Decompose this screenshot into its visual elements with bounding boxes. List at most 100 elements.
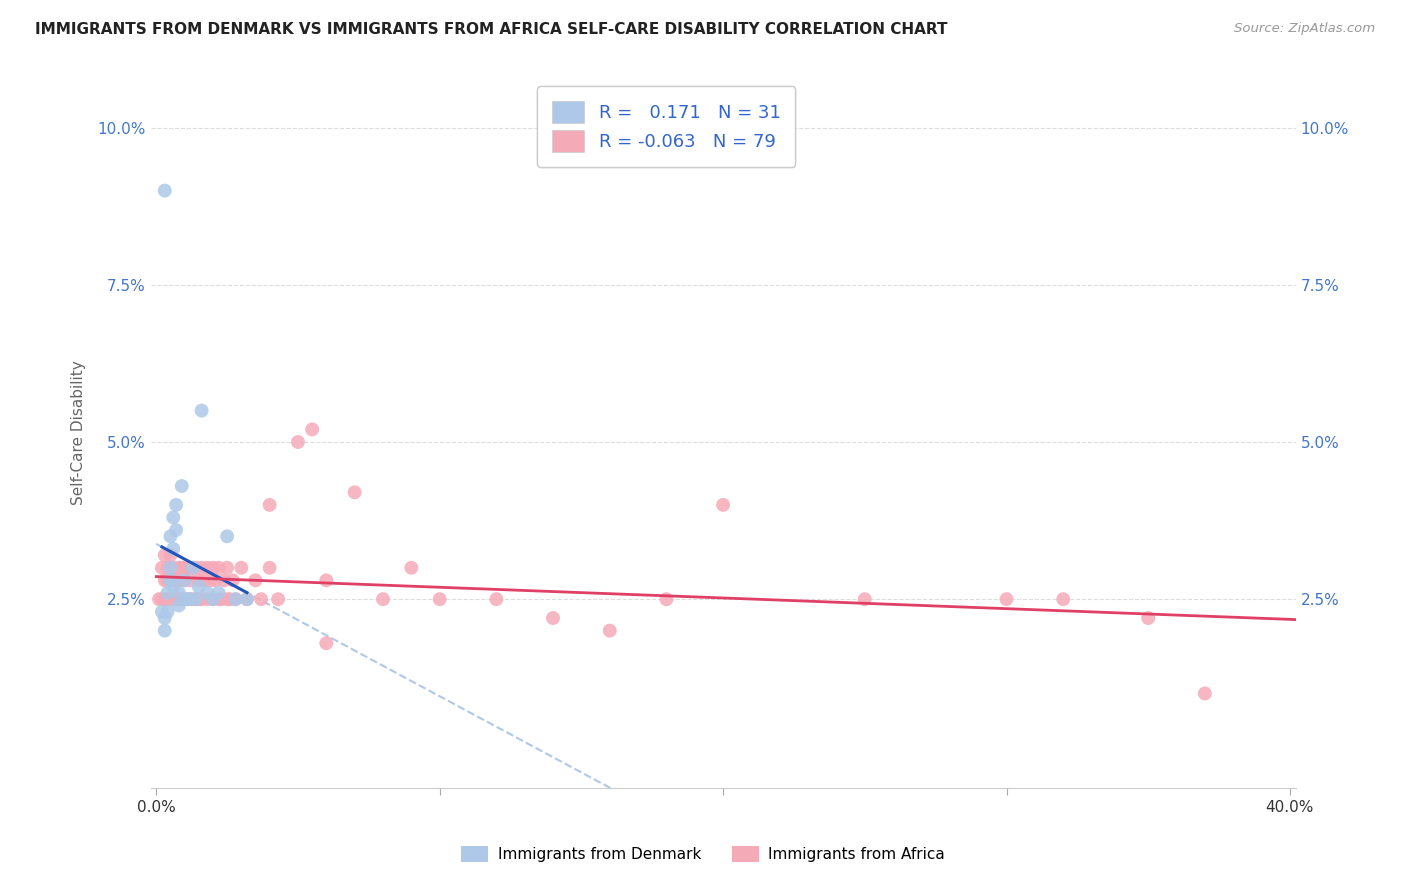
Point <box>401 560 423 574</box>
Point <box>190 592 212 607</box>
Point <box>201 560 224 574</box>
Point <box>250 592 273 607</box>
Point <box>1052 592 1074 607</box>
Point <box>179 592 201 607</box>
Point <box>225 592 247 607</box>
Point <box>217 529 239 543</box>
Point <box>259 560 281 574</box>
Point <box>170 479 193 493</box>
Point <box>198 574 221 588</box>
Text: IMMIGRANTS FROM DENMARK VS IMMIGRANTS FROM AFRICA SELF-CARE DISABILITY CORRELATI: IMMIGRANTS FROM DENMARK VS IMMIGRANTS FR… <box>35 22 948 37</box>
Point <box>165 523 187 537</box>
Point <box>711 498 734 512</box>
Point <box>150 560 173 574</box>
Point <box>315 574 337 588</box>
Point <box>173 592 195 607</box>
Point <box>184 592 207 607</box>
Point <box>162 560 184 574</box>
Point <box>204 574 226 588</box>
Point <box>167 560 190 574</box>
Point <box>207 560 229 574</box>
Point <box>259 498 281 512</box>
Point <box>165 592 187 607</box>
Point <box>315 636 337 650</box>
Point <box>170 592 193 607</box>
Point <box>156 574 179 588</box>
Point <box>162 510 184 524</box>
Point <box>217 592 239 607</box>
Point <box>162 541 184 556</box>
Point <box>201 592 224 607</box>
Point <box>162 592 184 607</box>
Point <box>153 624 176 638</box>
Point <box>301 422 323 436</box>
Point <box>195 592 218 607</box>
Point <box>853 592 876 607</box>
Point <box>995 592 1018 607</box>
Legend: Immigrants from Denmark, Immigrants from Africa: Immigrants from Denmark, Immigrants from… <box>456 840 950 868</box>
Point <box>176 560 198 574</box>
Point <box>148 592 170 607</box>
Point <box>159 560 181 574</box>
Point <box>181 592 204 607</box>
Point <box>176 592 198 607</box>
Point <box>170 560 193 574</box>
Point <box>541 611 564 625</box>
Point <box>207 586 229 600</box>
Point <box>181 560 204 574</box>
Point <box>287 435 309 450</box>
Point <box>150 605 173 619</box>
Point <box>181 560 204 574</box>
Point <box>159 574 181 588</box>
Point <box>214 574 236 588</box>
Point <box>190 560 212 574</box>
Legend: R =   0.171   N = 31, R = -0.063   N = 79: R = 0.171 N = 31, R = -0.063 N = 79 <box>537 87 796 167</box>
Point <box>173 574 195 588</box>
Point <box>231 560 253 574</box>
Point <box>187 592 209 607</box>
Point <box>267 592 290 607</box>
Point <box>599 624 621 638</box>
Point <box>655 592 678 607</box>
Point <box>167 586 190 600</box>
Point <box>179 574 201 588</box>
Point <box>236 592 259 607</box>
Point <box>195 586 218 600</box>
Text: Source: ZipAtlas.com: Source: ZipAtlas.com <box>1234 22 1375 36</box>
Point <box>371 592 394 607</box>
Point <box>343 485 366 500</box>
Point <box>156 586 179 600</box>
Point <box>159 574 181 588</box>
Point <box>176 592 198 607</box>
Point <box>159 529 181 543</box>
Point <box>162 574 184 588</box>
Point <box>165 498 187 512</box>
Point <box>201 592 224 607</box>
Point <box>153 592 176 607</box>
Point <box>190 403 212 417</box>
Point <box>1194 686 1216 700</box>
Point <box>156 592 179 607</box>
Point <box>219 592 242 607</box>
Point <box>173 560 195 574</box>
Point <box>179 592 201 607</box>
Y-axis label: Self-Care Disability: Self-Care Disability <box>72 360 86 505</box>
Point <box>195 560 218 574</box>
Point <box>1137 611 1160 625</box>
Point <box>222 574 245 588</box>
Point <box>187 574 209 588</box>
Point <box>184 592 207 607</box>
Point <box>150 592 173 607</box>
Point <box>209 592 232 607</box>
Point <box>167 592 190 607</box>
Point <box>153 548 176 562</box>
Point <box>225 592 247 607</box>
Point <box>153 611 176 625</box>
Point <box>485 592 508 607</box>
Point <box>167 574 190 588</box>
Point <box>165 574 187 588</box>
Point <box>173 592 195 607</box>
Point <box>156 560 179 574</box>
Point <box>167 599 190 613</box>
Point <box>193 574 215 588</box>
